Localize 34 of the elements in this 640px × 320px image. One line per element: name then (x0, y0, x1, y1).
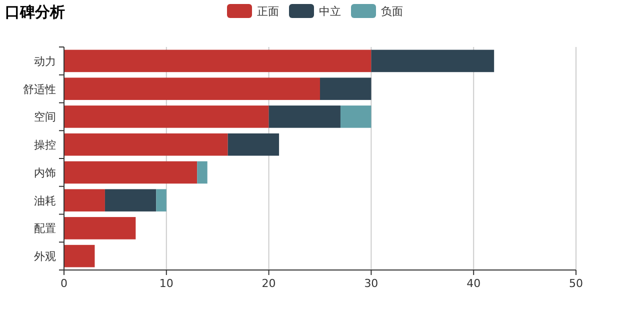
bar (64, 189, 105, 212)
y-tick-label: 油耗 (34, 194, 56, 208)
legend-label: 正面 (257, 5, 279, 18)
bar (64, 161, 198, 184)
x-tick-label: 10 (159, 277, 174, 290)
x-tick-label: 0 (60, 277, 68, 290)
bar (197, 161, 208, 184)
bar (228, 133, 280, 156)
x-tick-label: 20 (262, 277, 276, 290)
y-tick-label: 配置 (34, 222, 56, 236)
bar (64, 217, 136, 240)
x-tick-label: 40 (466, 277, 481, 290)
bar (320, 78, 372, 100)
bar (64, 133, 228, 156)
y-tick-label: 内饰 (34, 166, 56, 180)
bar (340, 106, 372, 128)
legend-label: 中立 (319, 5, 341, 18)
bar (104, 189, 156, 212)
chart-title: 口碑分析 (5, 3, 65, 21)
y-tick-label: 外观 (34, 250, 56, 264)
y-tick-label: 空间 (34, 110, 56, 124)
bar (64, 50, 372, 72)
y-tick-label: 舒适性 (23, 82, 56, 96)
bar (371, 50, 494, 72)
bar (64, 106, 269, 128)
bar (268, 106, 340, 128)
bar (156, 189, 166, 212)
y-tick-label: 动力 (34, 54, 56, 68)
bar (64, 78, 320, 100)
x-tick-label: 50 (569, 277, 583, 290)
legend-label: 负面 (381, 5, 403, 18)
bar (64, 244, 95, 268)
y-tick-label: 操控 (34, 138, 56, 152)
x-tick-label: 30 (364, 277, 378, 290)
